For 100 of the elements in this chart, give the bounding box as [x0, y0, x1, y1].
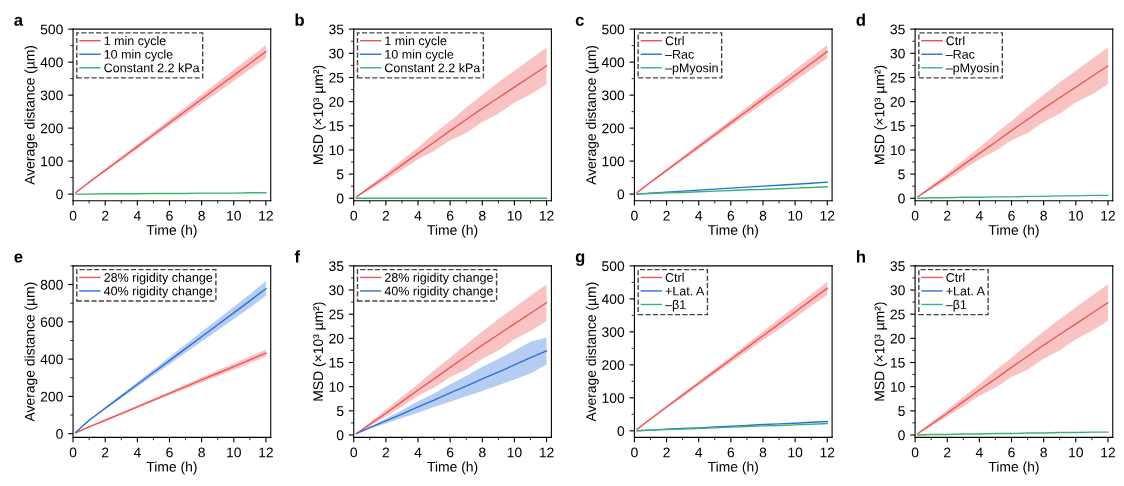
x-axis-title: Time (h) — [707, 461, 758, 475]
y-tick-label: 0 — [617, 189, 625, 200]
legend-label: +Lat. A — [665, 286, 705, 296]
legend-label: 40% rigidity change — [384, 286, 493, 298]
y-tick-label: 15 — [890, 121, 905, 131]
x-tick-label: 2 — [102, 447, 109, 458]
x-tick-label: 0 — [350, 210, 358, 221]
x-tick-label: 0 — [350, 447, 358, 458]
y-tick-label: 400 — [601, 294, 625, 305]
y-tick-label: 0 — [56, 189, 63, 200]
y-tick-label: 400 — [40, 57, 63, 68]
y-tick-label: 35 — [329, 261, 344, 272]
x-tick-label: 4 — [695, 447, 703, 458]
legend-label: –Rac — [945, 50, 975, 59]
y-tick-label: 20 — [329, 333, 344, 344]
x-tick-label: 10 — [788, 447, 803, 458]
y-tick-label: 25 — [890, 72, 905, 83]
x-tick-label: 6 — [727, 210, 735, 221]
line-series — [636, 186, 828, 195]
legend-label: 28% rigidity change — [384, 272, 493, 285]
y-tick-label: 35 — [329, 24, 344, 35]
x-tick-label: 6 — [1008, 447, 1015, 458]
y-tick-label: 0 — [898, 193, 905, 204]
y-tick-label: 10 — [329, 382, 344, 392]
chart-title: e — [14, 253, 23, 263]
y-tick-label: 25 — [890, 309, 905, 320]
y-axis-title: MSD (×10³ µm²) — [874, 302, 888, 401]
x-tick-label: 8 — [198, 447, 205, 458]
x-axis-title: Time (h) — [146, 224, 197, 238]
legend-label: 10 min cycle — [385, 49, 454, 62]
y-tick-label: 200 — [40, 123, 63, 134]
y-tick-label: 600 — [40, 317, 63, 327]
x-tick-label: 8 — [479, 210, 486, 221]
y-axis-title: Average distance (µm) — [585, 45, 599, 185]
x-tick-label: 8 — [759, 447, 767, 458]
x-tick-label: 0 — [69, 447, 77, 458]
chart-title: f — [294, 250, 301, 263]
x-tick-label: 12 — [1101, 210, 1115, 221]
x-tick-label: 6 — [1008, 210, 1015, 221]
x-tick-label: 4 — [695, 210, 703, 221]
y-axis-title: MSD (×10³ µm²) — [312, 302, 326, 401]
legend-label: Ctrl — [665, 272, 684, 282]
y-tick-label: 5 — [898, 406, 905, 416]
x-tick-label: 2 — [944, 210, 951, 221]
legend-label: –Rac — [665, 50, 694, 59]
x-tick-label: 0 — [911, 447, 919, 458]
x-tick-label: 12 — [259, 210, 273, 221]
y-tick-label: 500 — [40, 24, 63, 35]
x-tick-label: 12 — [820, 447, 835, 458]
legend-label: Ctrl — [946, 36, 965, 46]
chart-title: d — [856, 13, 865, 26]
x-axis-title: Time (h) — [988, 461, 1039, 475]
x-tick-label: 8 — [759, 210, 767, 221]
x-tick-label: 2 — [382, 210, 390, 221]
y-tick-label: 20 — [329, 96, 344, 107]
x-axis-title: Time (h) — [146, 461, 197, 475]
y-tick-label: 15 — [329, 357, 344, 368]
y-tick-label: 30 — [890, 285, 905, 296]
x-tick-label: 0 — [631, 447, 638, 458]
legend-label: 1 min cycle — [385, 36, 447, 48]
legend-label: –β1 — [665, 299, 686, 312]
x-tick-label: 8 — [479, 447, 486, 458]
y-tick-label: 100 — [41, 156, 63, 167]
y-tick-label: 35 — [890, 24, 905, 35]
x-tick-label: 0 — [631, 210, 638, 221]
y-tick-label: 0 — [898, 430, 905, 441]
y-tick-label: 10 — [890, 145, 905, 156]
y-tick-label: 200 — [40, 391, 63, 402]
y-tick-label: 100 — [602, 393, 625, 403]
x-tick-label: 6 — [447, 447, 454, 458]
chart-title: a — [14, 16, 24, 26]
y-tick-label: 500 — [602, 261, 625, 272]
legend-label: –pMyosin — [665, 63, 718, 75]
x-tick-label: 0 — [69, 210, 77, 221]
x-tick-label: 6 — [166, 447, 173, 458]
x-tick-label: 10 — [1069, 210, 1083, 221]
x-tick-label: 10 — [788, 210, 803, 221]
x-tick-label: 8 — [198, 210, 205, 221]
x-tick-label: 4 — [414, 210, 422, 221]
y-tick-label: 5 — [336, 406, 344, 416]
y-tick-label: 20 — [890, 333, 905, 344]
y-tick-label: 800 — [40, 279, 63, 290]
x-axis-title: Time (h) — [988, 224, 1039, 238]
x-tick-label: 12 — [1101, 447, 1115, 458]
x-tick-label: 12 — [539, 447, 554, 458]
y-axis-title: Average distance (µm) — [24, 45, 38, 185]
x-tick-label: 12 — [259, 447, 273, 458]
y-axis-title: Average distance (µm) — [585, 282, 599, 422]
y-tick-label: 0 — [336, 430, 344, 441]
x-tick-label: 10 — [507, 447, 522, 458]
legend-label: 10 min cycle — [104, 49, 173, 62]
y-tick-label: 0 — [617, 426, 625, 436]
y-tick-label: 5 — [336, 169, 344, 180]
y-axis-title: Average distance (µm) — [24, 282, 38, 422]
y-tick-label: 400 — [40, 354, 63, 365]
x-tick-label: 4 — [414, 447, 422, 458]
y-tick-label: 300 — [602, 327, 625, 338]
legend-label: 28% rigidity change — [104, 272, 213, 285]
x-tick-label: 0 — [911, 210, 919, 221]
x-tick-label: 12 — [820, 210, 835, 221]
